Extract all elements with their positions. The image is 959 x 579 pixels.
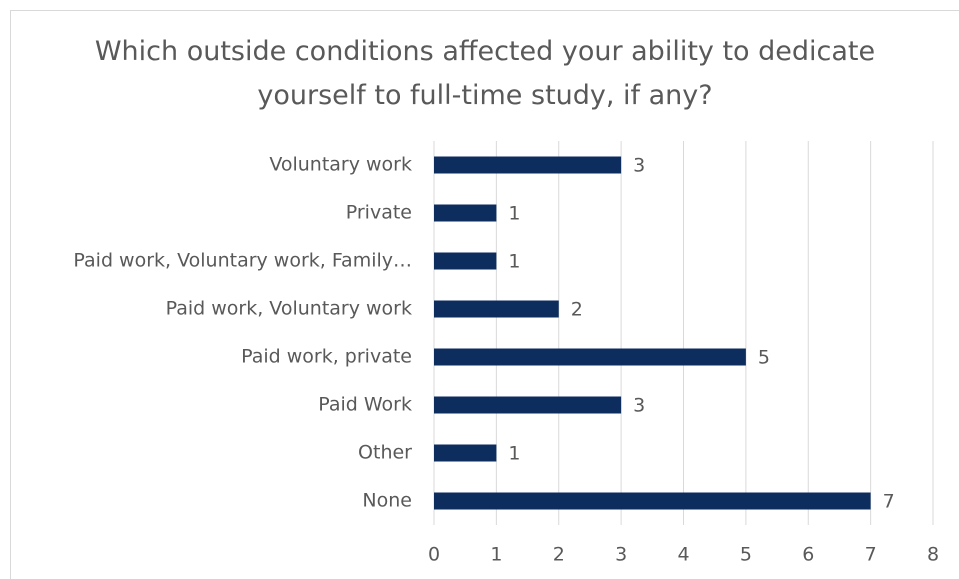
data-label: 1 bbox=[508, 203, 520, 225]
y-tick-label: Voluntary work bbox=[269, 154, 412, 176]
y-tick-label: None bbox=[362, 490, 412, 512]
y-tick-label: Paid Work bbox=[318, 394, 412, 416]
data-label: 7 bbox=[883, 491, 895, 513]
x-tick-label: 7 bbox=[865, 544, 877, 566]
y-tick-label: Paid work, Voluntary work bbox=[166, 298, 412, 320]
data-label: 1 bbox=[508, 251, 520, 273]
bar bbox=[434, 492, 871, 510]
data-label: 1 bbox=[508, 443, 520, 465]
chart-border bbox=[10, 10, 959, 579]
bar bbox=[434, 444, 497, 462]
bar bbox=[434, 348, 746, 366]
x-tick-label: 0 bbox=[428, 544, 440, 566]
x-tick-label: 5 bbox=[740, 544, 752, 566]
data-label: 2 bbox=[571, 299, 583, 321]
bar bbox=[434, 252, 497, 270]
x-tick-label: 3 bbox=[615, 544, 627, 566]
x-tick-label: 6 bbox=[802, 544, 814, 566]
y-tick-label: Other bbox=[358, 442, 412, 464]
y-tick-label: Paid work, Voluntary work, Family… bbox=[73, 250, 412, 272]
data-label: 3 bbox=[633, 395, 645, 417]
x-tick-label: 8 bbox=[927, 544, 939, 566]
bar bbox=[434, 396, 622, 414]
data-label: 3 bbox=[633, 155, 645, 177]
x-tick-label: 1 bbox=[490, 544, 502, 566]
x-tick-label: 4 bbox=[677, 544, 689, 566]
y-tick-label: Paid work, private bbox=[241, 346, 412, 368]
bar bbox=[434, 156, 622, 174]
bar bbox=[434, 300, 559, 318]
data-label: 5 bbox=[758, 347, 770, 369]
x-tick-label: 2 bbox=[553, 544, 565, 566]
chart-title: Which outside conditions affected your a… bbox=[94, 36, 876, 111]
bar bbox=[434, 204, 497, 222]
y-tick-label: Private bbox=[346, 202, 412, 224]
